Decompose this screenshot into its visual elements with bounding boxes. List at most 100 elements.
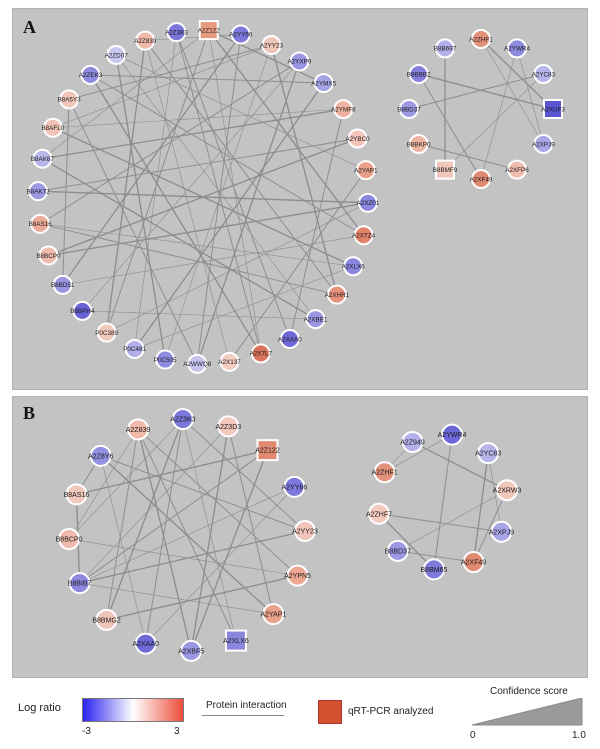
panel-b-left-node-a2yap1: A2YAP1 [260, 603, 286, 626]
panel-a-left-edge [42, 108, 344, 160]
panel-a-left-node-a2ymx5: A2YMX5 [311, 73, 337, 94]
panel-a-left-node-a2yy66: A2YY66 [229, 24, 253, 45]
panel-a-left-edge [270, 44, 338, 295]
panel-b-left-node-a2xlx6: A2XLX6 [223, 629, 249, 652]
node-label: A2XLX6 [223, 638, 249, 645]
node-label: P0C481 [123, 346, 146, 353]
panel-a-left-edge [39, 61, 300, 225]
panel-a-left-edge [196, 34, 242, 364]
panel-b-left-node-a2z839: A2Z839 [126, 418, 150, 441]
node-label: A2Z3K3 [170, 417, 195, 424]
panel-b-right-edge [433, 434, 453, 570]
panel-a-left-edge [196, 61, 301, 365]
node-label: A2ZD07 [105, 52, 129, 59]
node-label: B8BMF9 [433, 167, 458, 174]
panel-a-left-node-a2z122: A2Z122 [198, 20, 221, 41]
node-label: A2ZHF7 [366, 511, 392, 518]
panel-b-left-edge [137, 429, 237, 641]
node-label: A2YY66 [282, 484, 308, 491]
panel-a-right-edge [444, 73, 544, 170]
node-label: B8BCP0 [36, 253, 61, 260]
panel-b-left-node-b8as16: B8AS16 [64, 483, 89, 506]
node-label: A2Z122 [198, 27, 221, 34]
panel-a-right-node-a2xf49: A2XF49 [470, 169, 493, 189]
log-ratio-gradient [82, 698, 184, 722]
panel-a-left-node-a2xlx6: A2XLX6 [342, 256, 366, 277]
node-label: B8BIB7 [68, 581, 92, 588]
panel-b: B A2Z3K3 A2Z3D3 A2Z122 A2YY66 A2YY23 A2YPN5 A2… [12, 396, 588, 678]
node-label: A2YPN5 [284, 573, 311, 580]
panel-a-left-node-a2xtz4: A2XTZ4 [352, 225, 376, 246]
node-label: A2XHR1 [325, 292, 350, 299]
panel-a-left-edge [134, 265, 354, 350]
panel-a-left-node-a2x137: A2X137 [218, 351, 241, 372]
qrt-pcr-label: qRT-PCR analyzed [348, 706, 434, 717]
node-label: A2YY23 [292, 528, 318, 535]
panel-a-left-edge [42, 158, 316, 320]
panel-a-left-node-a2xhr1: A2XHR1 [325, 284, 350, 305]
node-label: A2XRW3 [493, 488, 522, 495]
node-label: A2Z3D3 [215, 424, 241, 431]
panel-a-left-node-a2x7l7: A2X7L7 [250, 343, 273, 364]
panel-b-left-node-b8bmg2: B8BMG2 [92, 608, 121, 631]
panel-a-right-node-b8bkp0: B8BKP0 [407, 134, 431, 154]
panel-b-right-node-b8bd37: B8BD37 [385, 539, 411, 562]
panel-a-left-node-p0c505: P0C505 [154, 349, 177, 370]
confidence-min: 0 [470, 730, 476, 741]
panel-b-left-node-b8bib7: B8BIB7 [68, 572, 92, 595]
panel-a-left-edge [62, 34, 242, 286]
log-ratio-max: 3 [174, 726, 180, 737]
node-label: A2XAA0 [132, 641, 159, 648]
node-label: A2YAP1 [260, 612, 286, 619]
panel-b-left-edge [182, 419, 237, 641]
panel-b-left-edge [182, 418, 306, 532]
node-label: A2X7L7 [250, 351, 273, 358]
panel-a-right-node-a2ywr4: A2YWR4 [504, 38, 530, 59]
panel-a-left-edge [145, 34, 241, 41]
panel-a-left-edge [208, 30, 262, 354]
node-label: A2X137 [218, 359, 241, 366]
panel-b-left-node-a2ypn5: A2YPN5 [284, 564, 311, 587]
panel-a-left-edge [68, 99, 198, 365]
panel-a-right-node-a2yc83: A2YC83 [532, 64, 556, 84]
panel-a-right-edge [480, 38, 554, 110]
panel-b-left-edge [137, 429, 192, 652]
node-label: A2ZHF1 [469, 36, 493, 43]
node-label: A2XF49 [461, 560, 486, 567]
panel-b-right-edge [472, 452, 489, 563]
panel-a-right-node-a2xuf3: A2XUF3 [541, 99, 565, 119]
panel-a-network: A2Z122 A2YY66 A2YY23 A2YXP9 A2YMX5 A2YMF8 A2YB… [27, 20, 565, 374]
panel-a-left-edge [116, 54, 366, 171]
panel-b-label: B [23, 403, 36, 423]
panel-a-left-edge [208, 29, 365, 236]
panel-a-right-edge [418, 73, 482, 180]
node-label: A2YMX5 [311, 80, 336, 87]
node-label: A2XZ01 [357, 200, 380, 207]
node-label: A2XAA0 [278, 336, 302, 343]
panel-b-right-node-a2xpj9: A2XPJ9 [489, 520, 514, 543]
panel-a-left-node-a2yxp9: A2YXP9 [287, 51, 312, 72]
panel-a-left-edge [106, 29, 210, 333]
node-label: A2Z122 [255, 448, 280, 455]
node-label: A2XPJ9 [489, 529, 514, 536]
node-label: B8BKP0 [407, 141, 431, 148]
panel-a-left-edge [40, 223, 338, 296]
node-label: A2XUF3 [541, 106, 565, 113]
protein-interaction-label: Protein interaction [206, 700, 287, 711]
panel-a-left-node-a2xbe1: A2XBE1 [304, 309, 328, 330]
confidence-score-label: Confidence score [490, 686, 568, 697]
node-label: A2XLX6 [342, 264, 366, 271]
panel-b-left-edge [68, 429, 139, 540]
node-label: B8AFL0 [41, 125, 64, 132]
panel-b-left-edge [100, 455, 306, 532]
panel-a-right-node-b8b697: B8B697 [434, 38, 457, 59]
panel-a: A A2Z122 A2YY66 A2YY23 A2YXP9 A2YMX5 A2YMF8 A2… [12, 8, 588, 390]
panel-a-left-edge [48, 202, 369, 257]
node-label: B8BD37 [397, 106, 421, 113]
node-label: A2YC83 [532, 71, 556, 78]
node-label: B8BD37 [385, 548, 411, 555]
panel-a-left-edge [62, 234, 364, 286]
panel-a-left-node-b8bph4: B8BPH4 [70, 300, 95, 321]
panel-a-left-node-a2xz01: A2XZ01 [357, 192, 380, 213]
node-label: A2WWQ8 [183, 361, 211, 368]
